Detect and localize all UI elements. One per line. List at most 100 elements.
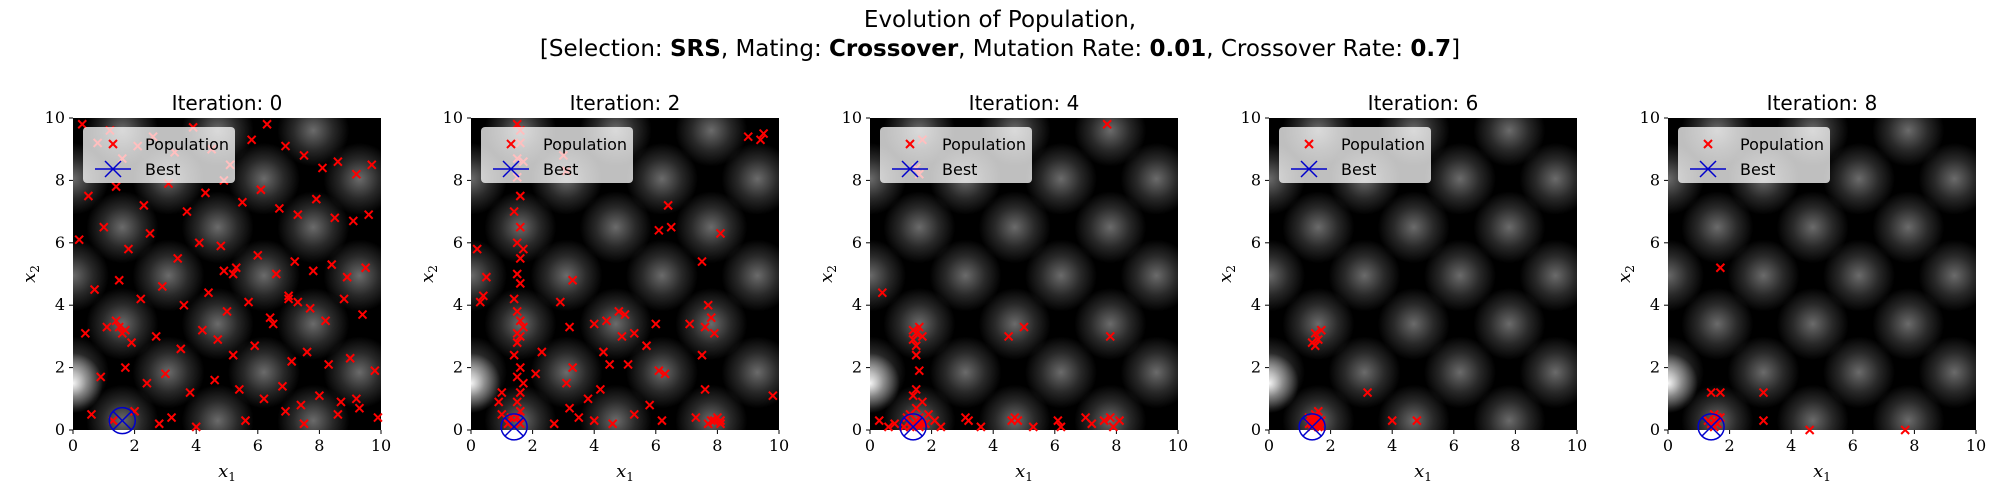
population-point — [96, 372, 106, 382]
population-point — [715, 419, 726, 429]
population-point — [497, 409, 507, 420]
y-tick-label: 10 — [443, 108, 463, 127]
mating-value: Crossover — [829, 36, 959, 62]
landscape-peak — [181, 384, 254, 430]
population-point — [654, 225, 664, 236]
best-circle — [1298, 413, 1326, 441]
population-point — [481, 272, 492, 282]
population-point — [715, 228, 726, 239]
population-point — [564, 322, 575, 332]
legend-population-marker — [1304, 139, 1314, 149]
population-point — [228, 269, 238, 279]
population-point — [283, 291, 294, 301]
x-tick-label: 10 — [1168, 436, 1188, 455]
landscape-peak — [1668, 239, 1704, 312]
y-tick-label: 0 — [1650, 420, 1660, 439]
legend-best-marker — [1699, 160, 1717, 178]
population-point — [889, 419, 900, 429]
x-tick-label: 6 — [253, 436, 263, 455]
y-tick-label: 4 — [453, 295, 463, 314]
population-point — [706, 312, 716, 323]
mating-label: Mating: — [735, 36, 830, 62]
population-point — [1316, 422, 1327, 432]
population-point — [755, 135, 766, 145]
population-point — [126, 337, 137, 348]
landscape-peak — [471, 239, 507, 312]
legend: Population Best — [880, 127, 1032, 183]
landscape-peak — [1423, 142, 1496, 215]
population-point — [1758, 387, 1769, 398]
population-point — [83, 191, 94, 201]
x-axis-label: x1 — [616, 461, 634, 484]
landscape-peak — [1473, 287, 1546, 360]
x-tick-label: 0 — [865, 436, 875, 455]
x-tick-label: 2 — [130, 436, 140, 455]
population-point — [1056, 422, 1066, 432]
population-point — [286, 356, 297, 367]
population-point — [108, 415, 118, 426]
population-point — [373, 412, 383, 423]
x-tick-label: 8 — [314, 436, 324, 455]
mutation-value: 0.01 — [1149, 36, 1207, 62]
population-point — [561, 378, 572, 388]
landscape-peak — [1473, 384, 1546, 430]
y-axis-label: x2 — [1614, 265, 1637, 283]
landscape-peak — [1282, 287, 1355, 360]
landscape-peak — [1822, 239, 1895, 312]
population-point — [629, 409, 639, 420]
landscape-peak — [1681, 384, 1754, 430]
landscape-peak — [323, 142, 381, 215]
population-point — [302, 347, 312, 357]
best-circle — [1697, 413, 1725, 441]
population-point — [509, 350, 519, 360]
population-point — [191, 422, 201, 432]
population-point — [299, 419, 309, 429]
x-axis-label: x1 — [218, 461, 236, 484]
landscape-peak — [1024, 142, 1097, 215]
landscape-peak — [579, 191, 652, 264]
population-point — [509, 294, 519, 304]
y-tick-label: 10 — [842, 108, 862, 127]
population-point — [976, 422, 986, 432]
fitness-landscape — [1668, 118, 1976, 430]
x-tick-label: 2 — [528, 436, 538, 455]
population-point — [684, 319, 695, 329]
population-point — [567, 362, 578, 373]
x-axis-label: x1 — [1813, 461, 1831, 484]
population-point — [1715, 387, 1726, 398]
y-axis-label: x2 — [1215, 265, 1238, 283]
y-tick-label: 0 — [453, 420, 463, 439]
population-point — [114, 322, 124, 332]
population-point — [323, 359, 334, 370]
population-point — [268, 319, 278, 329]
population-points — [74, 119, 383, 432]
population-point — [120, 325, 131, 335]
population-point — [512, 337, 522, 348]
landscape-peak — [1776, 384, 1849, 430]
landscape-peak — [1423, 239, 1496, 312]
population-point — [80, 328, 91, 338]
legend-label-population: Population — [1341, 135, 1425, 154]
population-point — [253, 250, 263, 260]
landscape-peak — [1872, 384, 1945, 430]
landscape-peak — [1872, 191, 1945, 264]
population-point — [296, 400, 306, 410]
y-tick-label: 4 — [1650, 295, 1660, 314]
population-point — [120, 362, 131, 373]
y-tick-label: 2 — [55, 358, 65, 377]
population-point — [209, 375, 220, 385]
population-point — [515, 253, 525, 264]
population-point — [715, 415, 726, 426]
population-point — [509, 206, 519, 217]
fitness-landscape — [1269, 118, 1577, 430]
landscape-peak — [1822, 336, 1895, 409]
x-tick-label: 8 — [712, 436, 722, 455]
landscape-peak — [721, 142, 779, 215]
landscape-peak — [721, 336, 779, 409]
population-point — [1310, 328, 1320, 338]
x-tick-label: 8 — [1909, 436, 1919, 455]
population-point — [614, 306, 624, 317]
landscape-peak — [721, 239, 779, 312]
population-point — [911, 415, 921, 426]
landscape-peak — [277, 384, 350, 430]
